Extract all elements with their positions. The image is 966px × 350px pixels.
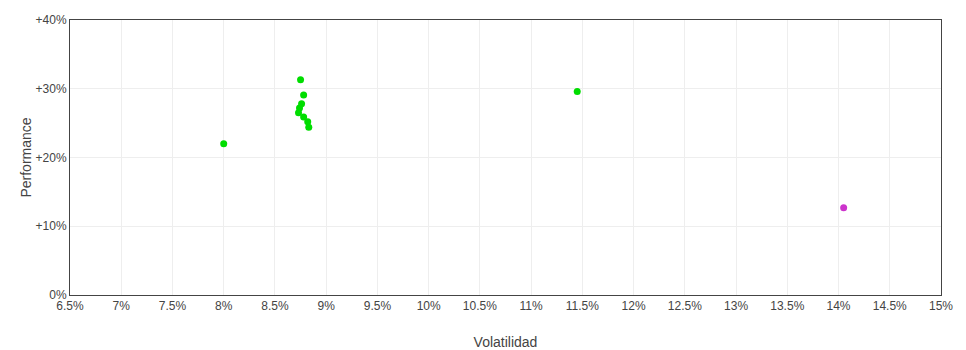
svg-text:14%: 14% [827,299,851,313]
svg-text:10%: 10% [417,299,441,313]
svg-text:12.5%: 12.5% [668,299,702,313]
svg-text:Performance: Performance [18,117,34,197]
svg-text:+30%: +30% [36,82,67,96]
svg-text:11.5%: 11.5% [566,299,599,313]
svg-text:0%: 0% [49,288,67,302]
svg-text:9.5%: 9.5% [364,299,392,313]
svg-text:13%: 13% [724,299,748,313]
svg-text:12%: 12% [622,299,646,313]
svg-text:Volatilidad: Volatilidad [474,334,538,350]
svg-text:6.5%: 6.5% [56,299,84,313]
svg-text:8%: 8% [215,299,233,313]
svg-text:7.5%: 7.5% [159,299,187,313]
svg-text:+20%: +20% [36,151,67,165]
svg-text:+40%: +40% [36,13,67,27]
svg-text:+10%: +10% [36,219,67,233]
svg-text:10.5%: 10.5% [463,299,497,313]
svg-text:8.5%: 8.5% [261,299,289,313]
svg-text:9%: 9% [318,299,336,313]
svg-text:13.5%: 13.5% [770,299,804,313]
svg-text:14.5%: 14.5% [873,299,907,313]
svg-text:11%: 11% [520,299,543,313]
svg-text:15%: 15% [929,299,953,313]
svg-text:7%: 7% [113,299,131,313]
